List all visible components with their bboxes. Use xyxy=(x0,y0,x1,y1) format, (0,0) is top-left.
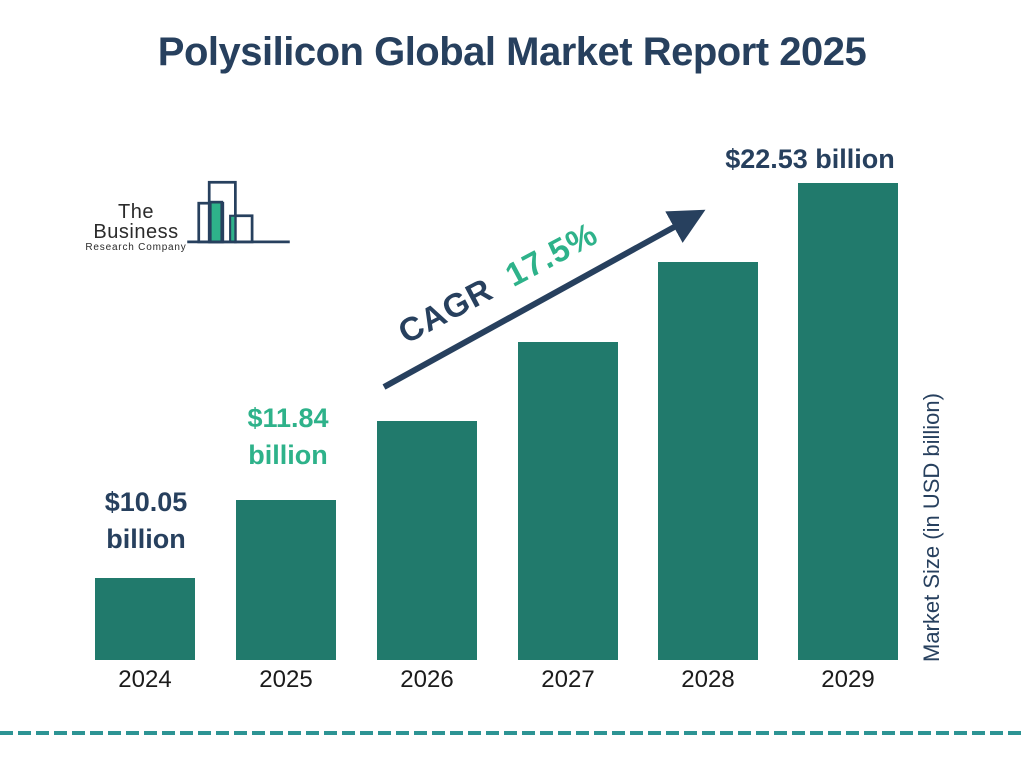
value-label-2024-line1: $10.05 xyxy=(104,487,188,517)
logo-name-line: The Business xyxy=(93,201,179,243)
page-title: Polysilicon Global Market Report 2025 xyxy=(157,30,867,74)
bar-2029 xyxy=(798,183,898,660)
value-label-2025-line1: $11.84 xyxy=(247,403,329,433)
y-axis-title: Market Size (in USD billion) xyxy=(919,393,944,662)
bar-2024 xyxy=(95,578,195,660)
x-axis-label-2028: 2028 xyxy=(681,666,735,693)
bar-2028 xyxy=(658,262,758,660)
value-label-2025: $11.84 billion xyxy=(247,400,328,474)
logo-subname-line: Research Company xyxy=(85,242,187,253)
x-axis-label-2026: 2026 xyxy=(400,666,454,693)
x-axis-label-2025: 2025 xyxy=(259,666,313,693)
value-label-2025-line2: billion xyxy=(248,440,328,470)
bar-2027 xyxy=(518,342,618,660)
bottom-dashed-divider xyxy=(0,731,1024,735)
bar-2026 xyxy=(377,421,477,660)
value-label-2029: $22.53 billion xyxy=(725,141,895,178)
value-label-2024: $10.05 billion xyxy=(105,484,188,558)
value-label-2024-line2: billion xyxy=(106,524,186,554)
bar-2025 xyxy=(236,500,336,660)
cagr-growth-arrow xyxy=(382,209,706,390)
value-label-2029-line1: $22.53 billion xyxy=(725,144,895,174)
logo-bar-chart-icon xyxy=(187,180,290,244)
x-axis-label-2024: 2024 xyxy=(118,666,172,693)
x-axis-label-2027: 2027 xyxy=(541,666,595,693)
company-logo: The Business Research Company xyxy=(76,176,291,253)
x-axis-label-2029: 2029 xyxy=(821,666,875,693)
company-logo-text: The Business Research Company xyxy=(76,202,196,253)
